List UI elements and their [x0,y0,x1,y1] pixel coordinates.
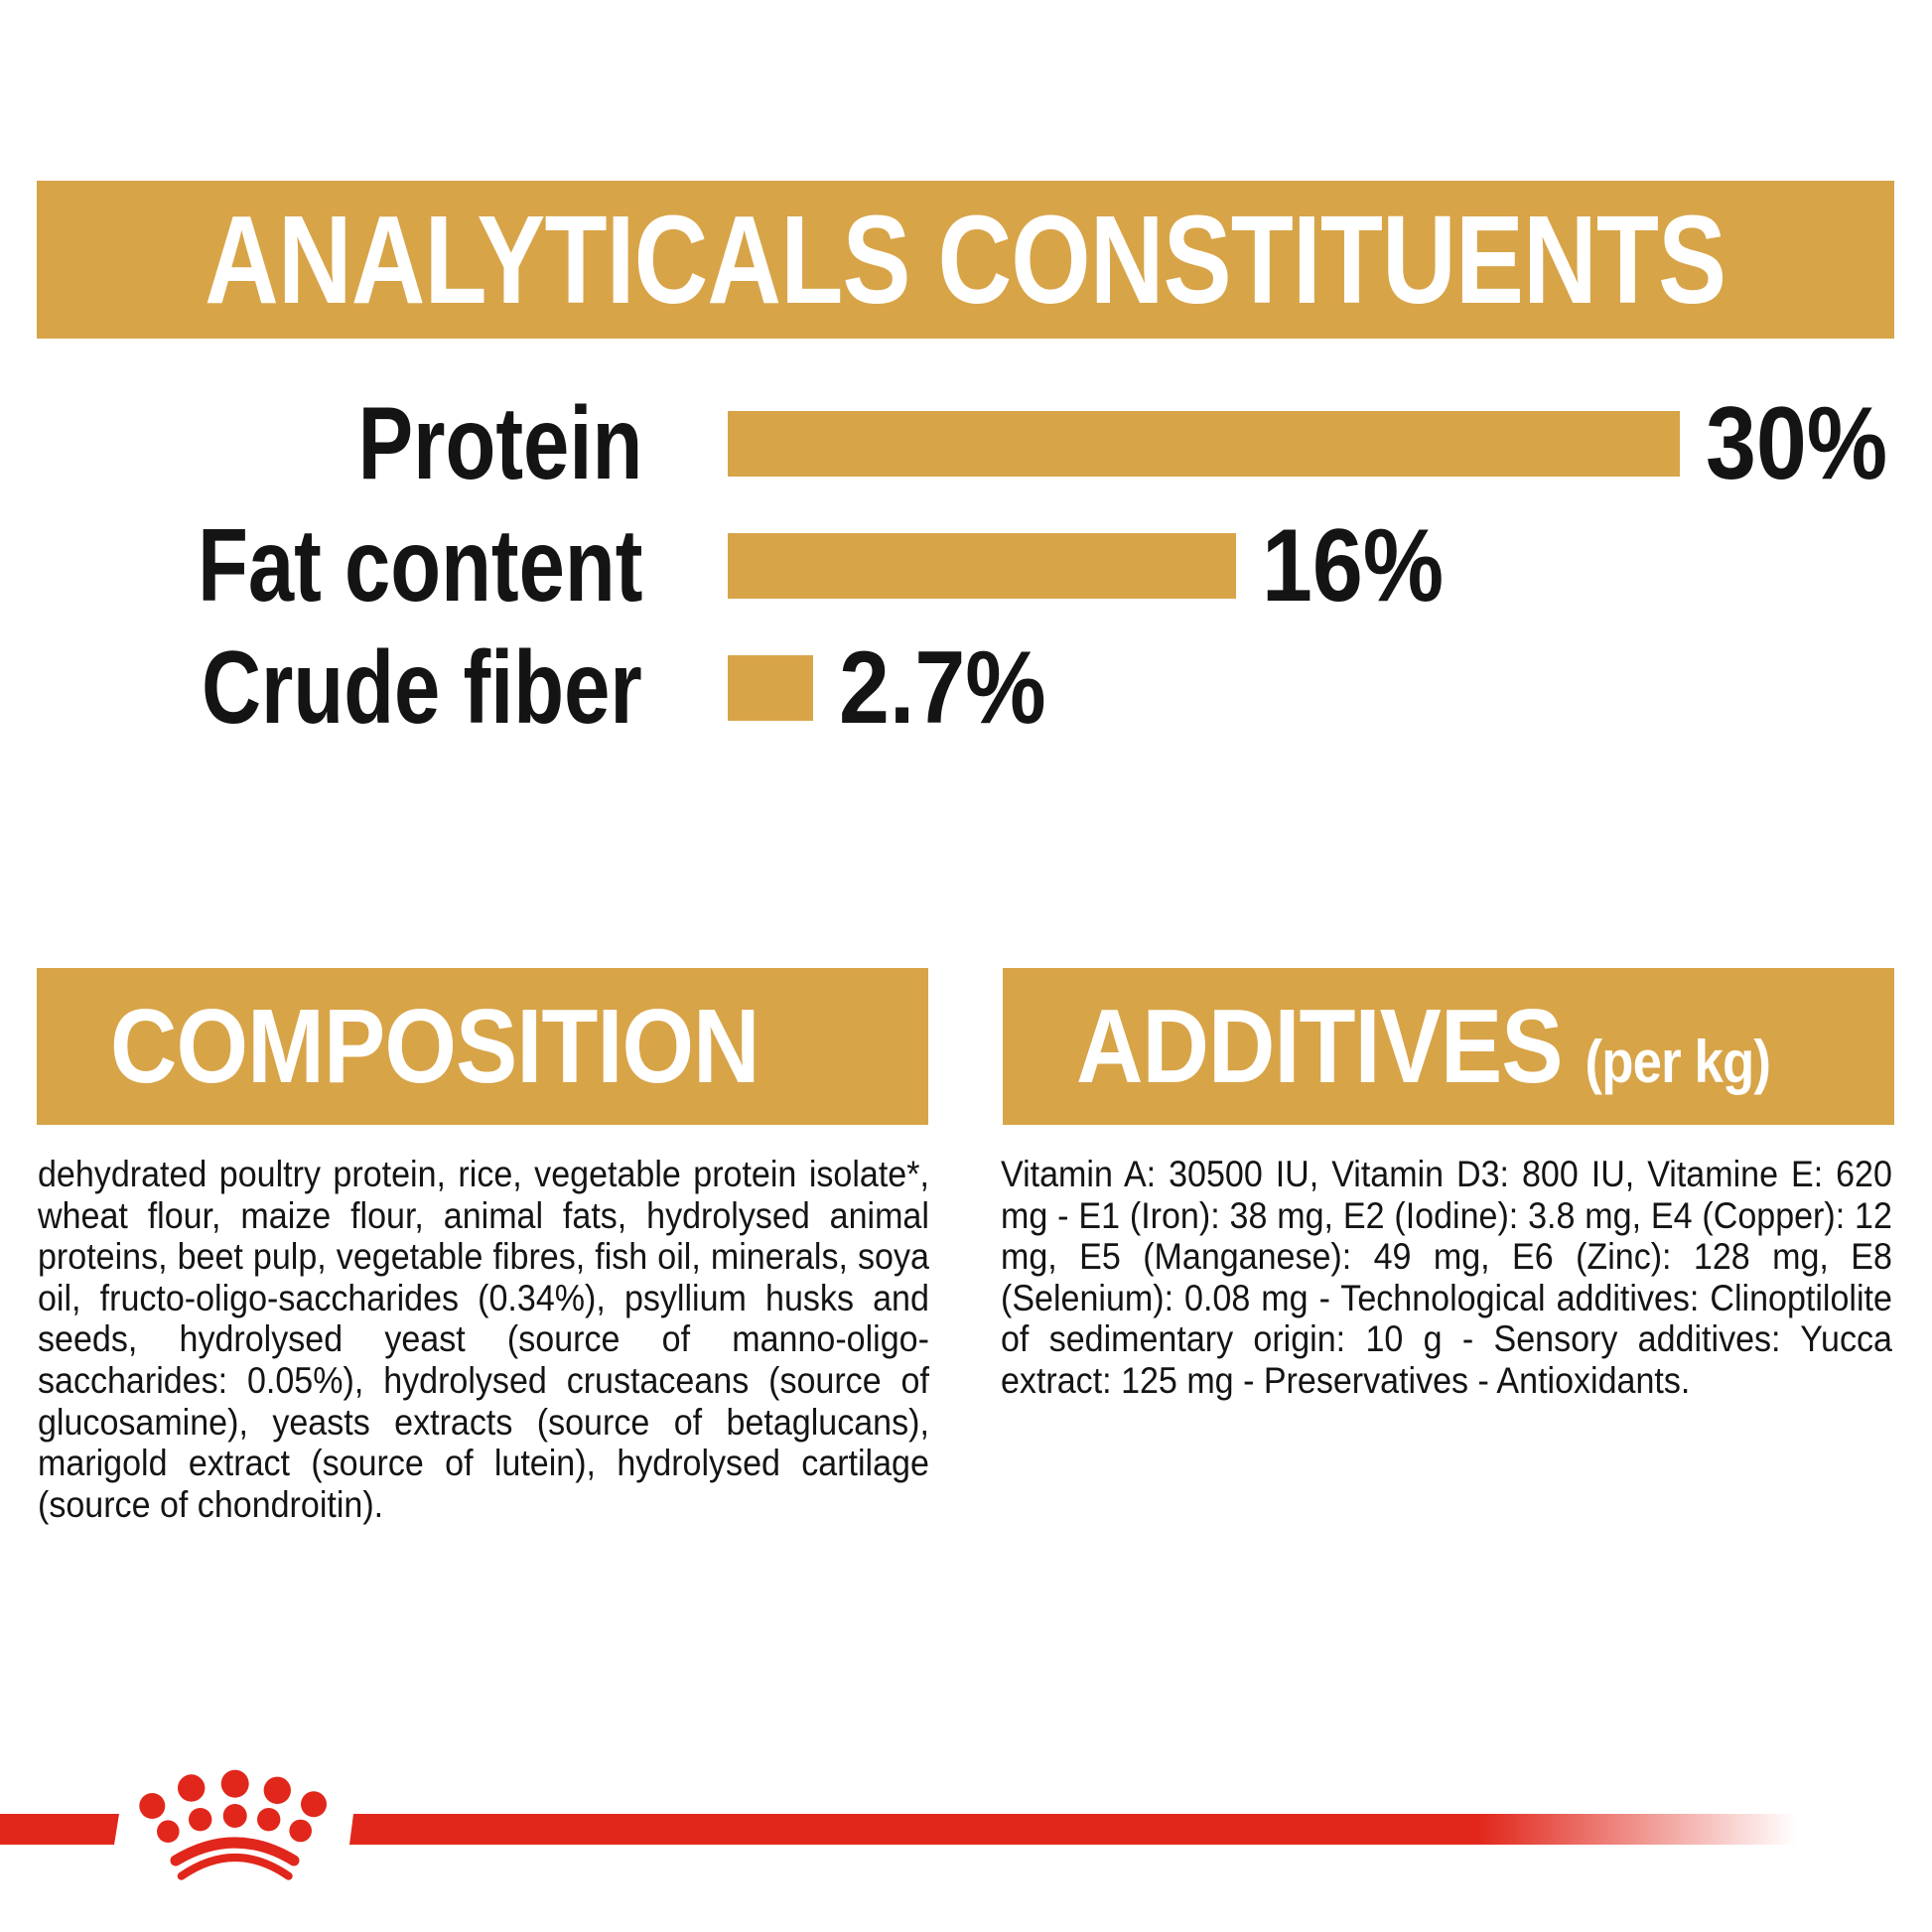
chart-category-label-text: Fat content [197,508,642,623]
composition-header-band: COMPOSITION [37,968,928,1125]
chart-row: Protein 30% [0,386,1932,501]
composition-body: dehydrated poultry protein, rice, vegeta… [38,1154,929,1525]
chart-value-label-text: 16% [1261,508,1444,623]
chart-value-label-text: 2.7% [839,630,1046,746]
analyticals-title: ANALYTICALS CONSTITUENTS [205,189,1726,330]
chart-category-label: Crude fiber [0,630,642,746]
chart-bar [728,411,1680,477]
additives-header-band: ADDITIVES (per kg) [1003,968,1894,1125]
chart-bar [728,533,1236,599]
royal-canin-crown-icon [139,1769,327,1880]
chart-value-label: 2.7% [839,630,1074,746]
chart-row: Crude fiber 2.7% [0,630,1932,746]
additives-title-text: ADDITIVES [1076,988,1564,1105]
additives-title: ADDITIVES (per kg) [1076,994,1771,1099]
additives-unit-label: (per kg) [1585,1029,1771,1095]
additives-body: Vitamin A: 30500 IU, Vitamin D3: 800 IU,… [1001,1154,1892,1401]
chart-value-label: 16% [1261,508,1468,623]
footer-stripe-right [349,1814,1797,1845]
chart-category-label: Fat content [0,508,642,623]
chart-value-label: 30% [1706,386,1912,501]
analyticals-header-band: ANALYTICALS CONSTITUENTS [37,181,1894,339]
chart-row: Fat content 16% [0,508,1932,623]
analyticals-bar-chart: Protein 30% Fat content 16% Crude fiber 2.7% [0,386,1932,777]
composition-title: COMPOSITION [110,988,760,1105]
composition-text-block: dehydrated poultry protein, rice, vegeta… [38,1154,929,1525]
chart-category-label-text: Crude fiber [202,630,642,746]
chart-value-label-text: 30% [1706,386,1888,501]
chart-category-label: Protein [0,386,642,501]
footer-stripe-left [0,1814,119,1845]
chart-bar [728,655,814,721]
additives-text-block: Vitamin A: 30500 IU, Vitamin D3: 800 IU,… [1001,1154,1892,1402]
chart-category-label-text: Protein [357,386,642,501]
